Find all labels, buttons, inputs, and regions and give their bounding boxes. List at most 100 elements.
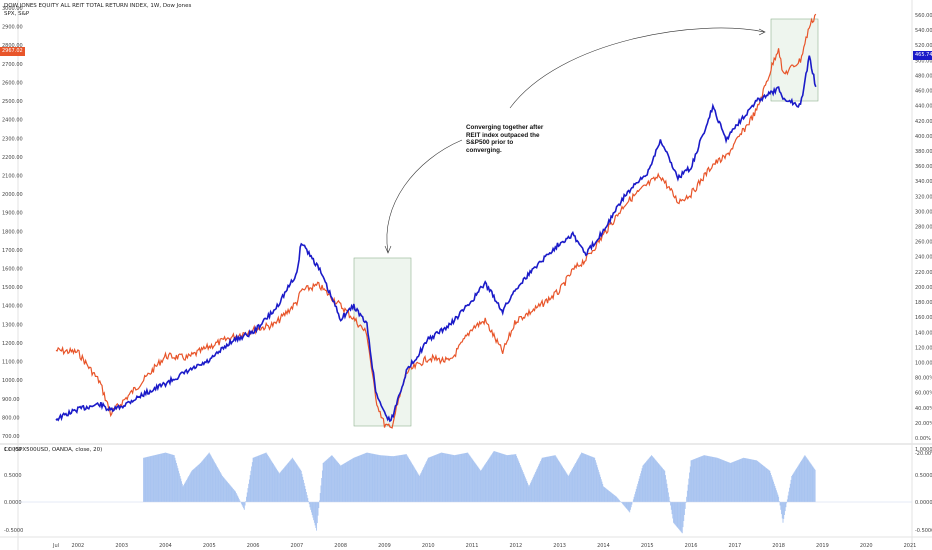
spx-price-badge: 2967.02 bbox=[0, 47, 25, 56]
right-tick-label: 240.00% bbox=[915, 255, 932, 261]
left-tick-label: 900.00 bbox=[2, 397, 20, 403]
indicator-tick-right: 0.0000 bbox=[915, 500, 932, 506]
time-tick-label: 2006 bbox=[247, 543, 260, 549]
right-tick-label: 60.00% bbox=[915, 391, 932, 397]
right-tick-label: 560.00% bbox=[915, 13, 932, 19]
left-tick-label: 3000.00 bbox=[2, 6, 23, 12]
right-tick-label: 280.00% bbox=[915, 225, 932, 231]
right-tick-label: 120.00% bbox=[915, 345, 932, 351]
right-tick-label: 40.00% bbox=[915, 406, 932, 412]
left-tick-label: 1300.00 bbox=[2, 322, 23, 328]
time-tick-label: 2004 bbox=[159, 543, 172, 549]
right-tick-label: 520.00% bbox=[915, 43, 932, 49]
spx-line bbox=[55, 13, 817, 429]
right-tick-label: 260.00% bbox=[915, 240, 932, 246]
time-axis: Jul 2002 2003 2004 2005 2006 2007 2008 2009 2010 2… bbox=[52, 543, 916, 549]
time-tick-label: 2015 bbox=[641, 543, 654, 549]
price-lines bbox=[55, 13, 817, 429]
left-tick-label: 1900.00 bbox=[2, 211, 23, 217]
time-tick-label: 2002 bbox=[72, 543, 85, 549]
left-tick-label: 2200.00 bbox=[2, 155, 23, 161]
time-tick-label: 2007 bbox=[291, 543, 304, 549]
right-tick-label: -20.00% bbox=[915, 451, 932, 457]
left-tick-label: 1700.00 bbox=[2, 248, 23, 254]
left-tick-label: 1600.00 bbox=[2, 267, 23, 273]
left-tick-label: 1100.00 bbox=[2, 360, 23, 366]
right-tick-label: 80.00% bbox=[915, 376, 932, 382]
time-tick-label: 2017 bbox=[728, 543, 741, 549]
time-tick-label: Jul bbox=[52, 543, 59, 549]
time-tick-label: 2009 bbox=[378, 543, 391, 549]
indicator-tick-left: -0.5000 bbox=[4, 528, 23, 534]
time-tick-label: 2005 bbox=[203, 543, 216, 549]
time-tick-label: 2003 bbox=[115, 543, 128, 549]
left-tick-label: 1800.00 bbox=[2, 229, 23, 235]
time-tick-label: 2018 bbox=[772, 543, 785, 549]
left-tick-label: 2300.00 bbox=[2, 136, 23, 142]
right-tick-label: 220.00% bbox=[915, 270, 932, 276]
time-tick-label: 2008 bbox=[334, 543, 347, 549]
correlation-area bbox=[143, 451, 816, 534]
reit-line bbox=[55, 55, 817, 423]
right-tick-label: 20.00% bbox=[915, 421, 932, 427]
left-tick-label: 2500.00 bbox=[2, 99, 23, 105]
right-tick-label: 100.00% bbox=[915, 360, 932, 366]
left-tick-label: 800.00 bbox=[2, 415, 20, 421]
right-tick-label: 500.00% bbox=[915, 58, 932, 64]
left-tick-label: 1400.00 bbox=[2, 304, 23, 310]
right-tick-label: 400.00% bbox=[915, 134, 932, 140]
left-tick-label: 2600.00 bbox=[2, 80, 23, 86]
annotation-text: Converging together after REIT index out… bbox=[466, 124, 544, 154]
chart-subtitle: SPX, S&P bbox=[4, 11, 30, 17]
arrowhead-right bbox=[758, 28, 766, 36]
time-tick-label: 2019 bbox=[816, 543, 829, 549]
left-tick-label: 700.00 bbox=[2, 434, 20, 440]
time-tick-label: 2010 bbox=[422, 543, 435, 549]
left-tick-label: 2000.00 bbox=[2, 192, 23, 198]
left-tick-label: 2900.00 bbox=[2, 25, 23, 31]
left-tick-label: 1200.00 bbox=[2, 341, 23, 347]
right-tick-label: 320.00% bbox=[915, 194, 932, 200]
right-tick-label: 460.00% bbox=[915, 89, 932, 95]
reit-price-badge: 465.745 bbox=[913, 51, 932, 60]
left-tick-label: 2700.00 bbox=[2, 62, 23, 68]
right-tick-label: 360.00% bbox=[915, 164, 932, 170]
left-price-axis: 3000.00 2900.00 2800.00 2700.00 2600.00 2500.… bbox=[2, 6, 23, 440]
indicator-tick-right: 1.0000 bbox=[915, 447, 932, 453]
arrow-to-2009-box bbox=[386, 139, 463, 253]
time-tick-label: 2014 bbox=[597, 543, 610, 549]
time-tick-label: 2012 bbox=[509, 543, 522, 549]
time-tick-label: 2020 bbox=[860, 543, 873, 549]
indicator-tick-left: 1.0000 bbox=[4, 447, 22, 453]
time-tick-label: 2016 bbox=[685, 543, 698, 549]
right-tick-label: 380.00% bbox=[915, 149, 932, 155]
left-tick-label: 2800.00 bbox=[2, 43, 23, 49]
arrowhead-down bbox=[384, 245, 392, 254]
right-tick-label: 140.00% bbox=[915, 330, 932, 336]
indicator-tick-left: 0.0000 bbox=[4, 500, 22, 506]
indicator-label: CC (SPX500USD, OANDA, close, 20) bbox=[4, 447, 103, 453]
indicator-tick-right: 0.5000 bbox=[915, 473, 932, 479]
right-tick-label: 300.00% bbox=[915, 209, 932, 215]
left-tick-label: 2400.00 bbox=[2, 118, 23, 124]
right-tick-label: 480.00% bbox=[915, 73, 932, 79]
arrow-to-2018-box bbox=[509, 27, 765, 109]
left-tick-label: 1000.00 bbox=[2, 378, 23, 384]
indicator-axis: 1.0000 1.0000 0.5000 0.5000 0.0000 0.0000 -0.5… bbox=[4, 447, 932, 534]
right-tick-label: 160.00% bbox=[915, 315, 932, 321]
indicator-tick-left: 0.5000 bbox=[4, 473, 22, 479]
right-tick-label: 0.00% bbox=[915, 436, 931, 442]
right-tick-label: 180.00% bbox=[915, 300, 932, 306]
right-tick-label: 540.00% bbox=[915, 28, 932, 34]
time-tick-label: 2011 bbox=[466, 543, 479, 549]
highlight-box-2009 bbox=[353, 257, 412, 427]
left-tick-label: 2100.00 bbox=[2, 173, 23, 179]
right-percent-axis: 560.00% 540.00% 520.00% 500.00% 480.00% 460.0… bbox=[915, 13, 932, 457]
chart-title: DOW JONES EQUITY ALL REIT TOTAL RETURN I… bbox=[4, 3, 192, 9]
indicator-tick-right: -0.5000 bbox=[915, 528, 932, 534]
left-tick-label: 1500.00 bbox=[2, 285, 23, 291]
time-tick-label: 2021 bbox=[904, 543, 917, 549]
right-tick-label: 200.00% bbox=[915, 285, 932, 291]
right-tick-label: 340.00% bbox=[915, 179, 932, 185]
